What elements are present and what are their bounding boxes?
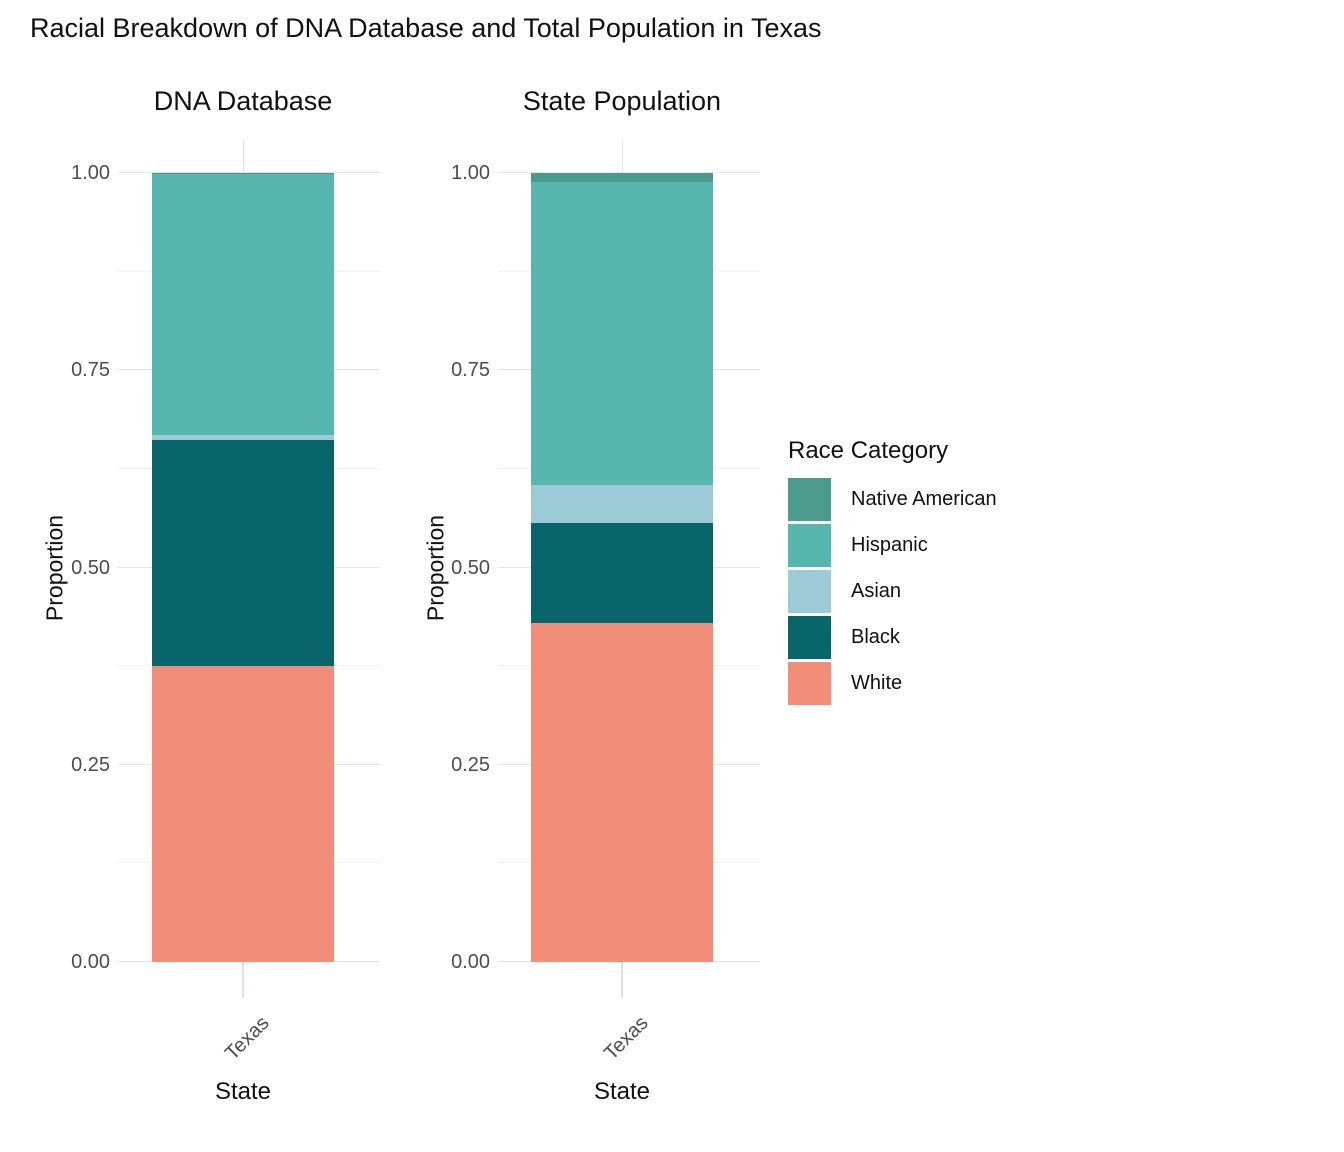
y-tick-label: 0.25: [451, 753, 490, 776]
bar-segment-native-american: [531, 173, 713, 182]
y-tick-label: 0.50: [451, 556, 490, 579]
bar-segment-black: [531, 522, 713, 623]
bar-segment-asian: [531, 485, 713, 523]
legend-label-white: White: [851, 672, 903, 694]
y-tick-label: 1.00: [71, 162, 110, 184]
x-tick-mark: [242, 962, 244, 998]
stacked-bar-texas: [531, 173, 713, 962]
y-tick-label: 0.25: [71, 753, 110, 776]
legend-swatch-hispanic: [788, 524, 831, 567]
major-gridline: [498, 172, 760, 173]
y-tick-label: 0.50: [71, 556, 110, 579]
legend-label-hispanic: Hispanic: [851, 534, 928, 556]
major-gridline: [118, 172, 380, 173]
x-axis-title: State: [593, 1078, 651, 1105]
plot-area: [118, 140, 380, 962]
legend-swatch-white: [788, 662, 831, 705]
legend-label-native-american: Native American: [851, 488, 997, 510]
legend-label-asian: Asian: [851, 580, 902, 602]
y-tick-label: 0.75: [71, 359, 110, 382]
legend-label-black: Black: [851, 626, 900, 648]
legend-swatch-black: [788, 616, 831, 659]
x-axis-title: State: [214, 1078, 272, 1105]
legend-swatch-native-american: [788, 478, 831, 521]
bar-segment-white: [531, 622, 713, 962]
bar-segment-black: [152, 439, 334, 667]
y-tick-label: 0.00: [71, 951, 110, 973]
bar-segment-asian: [152, 434, 334, 440]
bar-segment-hispanic: [531, 181, 713, 486]
panel-title-dna-database: DNA Database: [153, 86, 333, 116]
bar-segment-native-american: [152, 173, 334, 174]
legend-title: Race Category: [788, 437, 949, 464]
y-tick-label: 0.75: [451, 359, 490, 382]
plot-area: [498, 140, 760, 962]
bar-segment-hispanic: [152, 173, 334, 435]
legend-swatch-asian: [788, 570, 831, 613]
bar-segment-white: [152, 666, 334, 962]
y-tick-label: 0.00: [451, 951, 490, 973]
panel-title-state-population: State Population: [522, 86, 722, 116]
stacked-bar-texas: [152, 173, 334, 962]
x-tick-mark: [621, 962, 623, 998]
figure-title: Racial Breakdown of DNA Database and Tot…: [30, 13, 822, 43]
y-tick-label: 1.00: [451, 162, 490, 184]
